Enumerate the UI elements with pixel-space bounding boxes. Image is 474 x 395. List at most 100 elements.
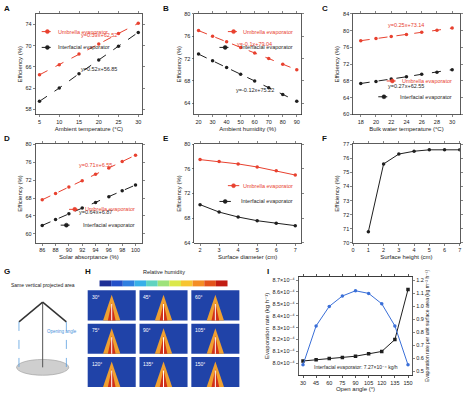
svg-text:80: 80 bbox=[343, 28, 349, 34]
svg-text:1.1: 1.1 bbox=[416, 290, 424, 296]
svg-text:68: 68 bbox=[343, 78, 349, 84]
svg-text:70: 70 bbox=[343, 240, 349, 246]
svg-text:72: 72 bbox=[184, 190, 190, 196]
svg-text:68: 68 bbox=[26, 195, 32, 201]
svg-text:Interfacial evaporator: Interfacial evaporator bbox=[83, 222, 135, 228]
svg-text:40: 40 bbox=[224, 119, 230, 125]
svg-text:y=-0.1x+79.04: y=-0.1x+79.04 bbox=[237, 41, 272, 47]
svg-text:74: 74 bbox=[26, 21, 32, 27]
svg-text:Umbrella evaporator: Umbrella evaporator bbox=[58, 29, 108, 35]
svg-text:Efficiency (%): Efficiency (%) bbox=[334, 46, 340, 83]
svg-text:Interfacial evaporator: Interfacial evaporator bbox=[241, 198, 293, 204]
svg-text:76: 76 bbox=[26, 159, 32, 165]
svg-text:E: E bbox=[163, 134, 169, 143]
svg-text:Surface diameter (cm): Surface diameter (cm) bbox=[218, 254, 277, 260]
svg-text:Umbrella evaporator: Umbrella evaporator bbox=[243, 183, 293, 189]
svg-text:75°: 75° bbox=[92, 327, 100, 333]
svg-text:y=0.71x+6.55: y=0.71x+6.55 bbox=[79, 162, 112, 168]
svg-text:60: 60 bbox=[252, 119, 258, 125]
svg-text:1.0: 1.0 bbox=[416, 303, 424, 309]
svg-text:0.5: 0.5 bbox=[416, 368, 424, 374]
svg-text:6: 6 bbox=[443, 247, 446, 253]
svg-text:Efficiency (%): Efficiency (%) bbox=[176, 46, 182, 83]
svg-text:45: 45 bbox=[313, 380, 319, 386]
svg-text:15: 15 bbox=[76, 119, 82, 125]
svg-text:8.4×10⁻⁴: 8.4×10⁻⁴ bbox=[272, 313, 295, 319]
svg-text:20: 20 bbox=[96, 119, 102, 125]
svg-text:76: 76 bbox=[184, 33, 190, 39]
svg-text:90: 90 bbox=[66, 247, 72, 253]
svg-text:20: 20 bbox=[373, 119, 379, 125]
svg-text:Opening angle: Opening angle bbox=[47, 329, 77, 334]
svg-text:0.7: 0.7 bbox=[416, 342, 424, 348]
svg-text:8.2×10⁻⁴: 8.2×10⁻⁴ bbox=[272, 336, 295, 342]
svg-text:8.1×10⁻⁴: 8.1×10⁻⁴ bbox=[272, 348, 295, 354]
svg-text:90: 90 bbox=[294, 119, 300, 125]
svg-text:5: 5 bbox=[38, 119, 41, 125]
svg-text:150: 150 bbox=[403, 380, 412, 386]
svg-text:60: 60 bbox=[326, 380, 332, 386]
svg-text:86: 86 bbox=[39, 247, 45, 253]
svg-text:Efficiency (%): Efficiency (%) bbox=[176, 175, 182, 212]
svg-text:30: 30 bbox=[210, 119, 216, 125]
svg-text:26: 26 bbox=[419, 119, 425, 125]
svg-text:60°: 60° bbox=[195, 294, 203, 300]
svg-text:1.2: 1.2 bbox=[416, 277, 424, 283]
svg-text:Relative humidity: Relative humidity bbox=[143, 269, 185, 275]
svg-text:Umbrella evaporator: Umbrella evaporator bbox=[243, 29, 293, 35]
svg-text:24: 24 bbox=[403, 119, 409, 125]
svg-text:5: 5 bbox=[428, 247, 431, 253]
svg-text:Ambient temperature (°C): Ambient temperature (°C) bbox=[55, 126, 123, 132]
svg-text:80: 80 bbox=[184, 141, 190, 147]
svg-text:76: 76 bbox=[343, 155, 349, 161]
svg-text:74: 74 bbox=[343, 183, 349, 189]
svg-text:20: 20 bbox=[195, 119, 201, 125]
svg-text:8.0×10⁻⁴: 8.0×10⁻⁴ bbox=[272, 360, 295, 366]
svg-text:77: 77 bbox=[343, 141, 349, 147]
svg-text:8.6×10⁻⁴: 8.6×10⁻⁴ bbox=[272, 289, 295, 295]
svg-text:Efficiency (%): Efficiency (%) bbox=[17, 175, 23, 212]
svg-text:Ambient humidity (%): Ambient humidity (%) bbox=[219, 126, 276, 132]
svg-text:G: G bbox=[4, 267, 10, 276]
svg-text:18: 18 bbox=[358, 119, 364, 125]
svg-text:60: 60 bbox=[343, 111, 349, 117]
svg-text:105: 105 bbox=[364, 380, 373, 386]
svg-text:80: 80 bbox=[184, 11, 190, 17]
svg-text:Open angle (°): Open angle (°) bbox=[336, 386, 375, 392]
svg-text:30: 30 bbox=[449, 119, 455, 125]
svg-text:0.6: 0.6 bbox=[416, 355, 424, 361]
svg-text:2: 2 bbox=[199, 247, 202, 253]
svg-text:64: 64 bbox=[184, 100, 190, 106]
svg-text:22: 22 bbox=[388, 119, 394, 125]
svg-text:1: 1 bbox=[367, 247, 370, 253]
svg-text:8.3×10⁻⁴: 8.3×10⁻⁴ bbox=[272, 325, 295, 331]
svg-text:72: 72 bbox=[343, 61, 349, 67]
svg-text:64: 64 bbox=[184, 240, 190, 246]
svg-text:y=0.25x+73.14: y=0.25x+73.14 bbox=[388, 22, 424, 28]
svg-text:75: 75 bbox=[339, 380, 345, 386]
svg-text:y=-0.12x+75.22: y=-0.12x+75.22 bbox=[236, 87, 274, 93]
svg-text:45°: 45° bbox=[143, 294, 151, 300]
svg-text:Surface height (cm): Surface height (cm) bbox=[380, 254, 432, 260]
svg-text:150°: 150° bbox=[195, 361, 205, 367]
svg-text:10: 10 bbox=[56, 119, 62, 125]
svg-text:I: I bbox=[267, 267, 269, 276]
svg-text:50: 50 bbox=[238, 119, 244, 125]
svg-text:Bulk water temperature (°C): Bulk water temperature (°C) bbox=[369, 126, 443, 132]
svg-text:8.7×10⁻⁴: 8.7×10⁻⁴ bbox=[272, 277, 295, 283]
svg-text:Evaporation rate per unit surf: Evaporation rate per unit surface area (… bbox=[424, 269, 430, 382]
svg-text:60: 60 bbox=[26, 231, 32, 237]
svg-text:58: 58 bbox=[26, 106, 32, 112]
svg-text:8.5×10⁻⁴: 8.5×10⁻⁴ bbox=[272, 301, 295, 307]
svg-text:80: 80 bbox=[280, 119, 286, 125]
svg-text:120: 120 bbox=[377, 380, 386, 386]
svg-text:C: C bbox=[322, 4, 328, 13]
svg-text:7: 7 bbox=[458, 247, 461, 253]
svg-text:0: 0 bbox=[352, 247, 355, 253]
svg-text:6: 6 bbox=[275, 247, 278, 253]
svg-text:64: 64 bbox=[26, 213, 32, 219]
svg-text:76: 76 bbox=[343, 44, 349, 50]
svg-text:y=0.52x+56.85: y=0.52x+56.85 bbox=[81, 66, 117, 72]
svg-text:120°: 120° bbox=[92, 361, 102, 367]
svg-text:0.8: 0.8 bbox=[416, 329, 424, 335]
